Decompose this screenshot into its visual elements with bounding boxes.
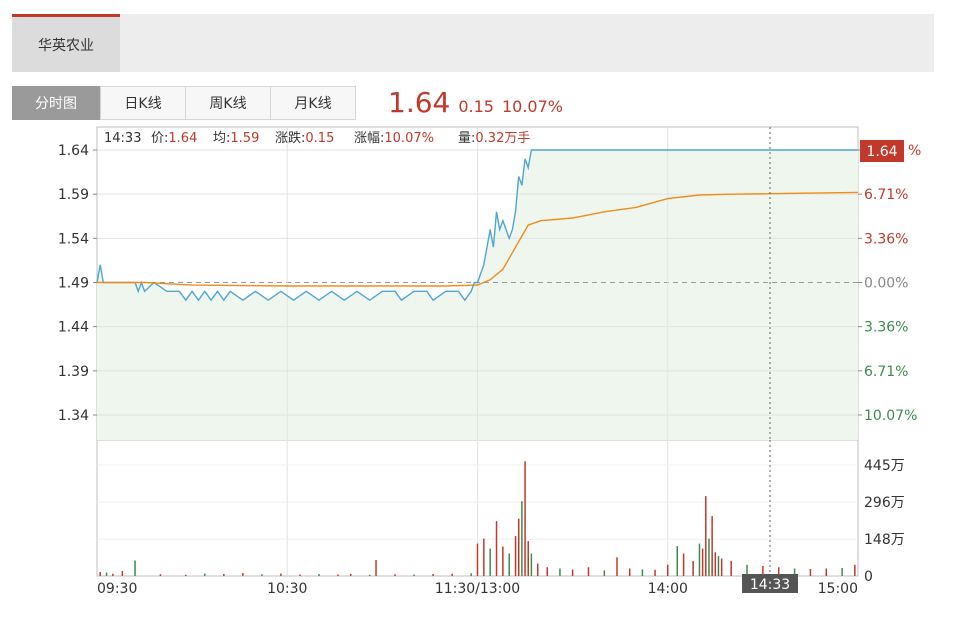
time-tick-label: 09:30	[97, 581, 137, 597]
cursor-time-label: 14:33	[750, 577, 790, 593]
info-price: 价:1.64	[151, 131, 197, 146]
avg-line	[97, 191, 859, 287]
price-tick-label: 1.44	[58, 320, 89, 336]
info-price-label: 价:	[151, 131, 168, 146]
tab-monthly-k[interactable]: 月K线	[270, 86, 356, 120]
price-line	[96, 149, 858, 302]
current-price: 1.64	[388, 86, 451, 119]
price-tick-label: 1.34	[58, 408, 89, 424]
time-tick-label: 14:00	[648, 581, 688, 597]
info-vol: 量:0.32万手	[458, 131, 530, 146]
pct-tick-label: 3.36%	[864, 231, 908, 247]
info-pct-value: 10.07%	[384, 131, 434, 146]
tab-intraday[interactable]: 分时图	[12, 86, 100, 120]
info-pct-label: 涨幅:	[354, 131, 384, 146]
price-change-pct: 10.07%	[501, 97, 563, 116]
price-badge: 1.64	[866, 144, 897, 160]
price-tick-label: 1.49	[58, 276, 89, 292]
pct-tick-label: 0.00%	[864, 276, 908, 292]
price-tick-label: 1.39	[58, 364, 89, 380]
stock-tab[interactable]: 华英农业	[12, 14, 120, 72]
time-tick-label: 11:30/13:00	[435, 581, 520, 597]
info-vol-label: 量:	[458, 131, 475, 146]
price-tick-label: 1.64	[58, 143, 89, 159]
info-chg-value: 0.15	[305, 131, 334, 146]
pct-tick-label: 3.36%	[864, 320, 908, 336]
pct-tick-label: 6.71%	[864, 187, 908, 203]
pct-tick-label: 10.07%	[864, 408, 917, 424]
info-pct: 涨幅:10.07%	[354, 131, 434, 146]
price-tick-label: 1.59	[58, 187, 89, 203]
info-avg: 均:1.59	[213, 131, 259, 146]
time-tick-label: 15:00	[818, 581, 858, 597]
info-avg-label: 均:	[213, 131, 230, 146]
volume-tick-label: 296万	[864, 495, 905, 511]
info-chg: 涨跌:0.15	[275, 130, 334, 146]
volume-tick-label: 148万	[864, 532, 905, 548]
price-badge-bg	[860, 140, 904, 162]
volume-tick-label: 445万	[864, 458, 905, 474]
volume-tick-label: 0	[864, 569, 873, 585]
tab-weekly-k[interactable]: 周K线	[185, 86, 271, 120]
stock-tab-bar	[12, 14, 934, 72]
pct-tick-label: %	[908, 143, 921, 159]
cursor-time-bg	[742, 574, 798, 593]
info-price-value: 1.64	[168, 131, 197, 146]
price-tick-label: 1.54	[58, 231, 89, 247]
price-change: 0.15	[458, 97, 494, 116]
time-tick-label: 10:30	[267, 581, 307, 597]
pct-tick-label: 6.71%	[864, 364, 908, 380]
info-chg-label: 涨跌:	[275, 130, 305, 146]
info-time: 14:33	[104, 131, 141, 146]
quote-header: 1.64 0.15 10.07%	[388, 86, 563, 120]
info-vol-value: 0.32万手	[475, 131, 530, 146]
info-avg-value: 1.59	[230, 131, 259, 146]
